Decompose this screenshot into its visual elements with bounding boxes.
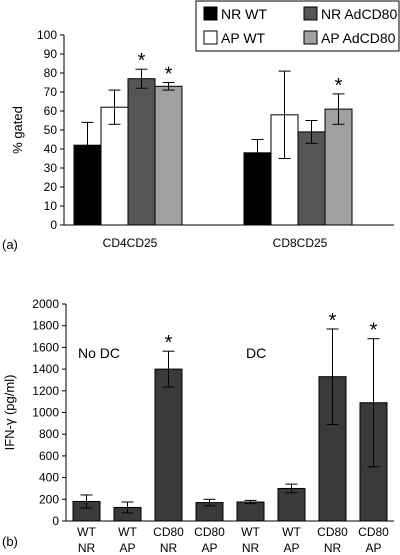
panel-a-y-tick-label: 100 bbox=[37, 28, 57, 42]
panel-a-y-tick-label: 90 bbox=[44, 47, 58, 61]
panel-b-category-label-bottom: NR bbox=[78, 541, 96, 555]
legend-box bbox=[195, 0, 400, 52]
panel-b-label: (b) bbox=[2, 534, 18, 549]
panel-b-category-label-top: WT bbox=[282, 525, 301, 539]
panel-b-y-tick-label: 1400 bbox=[32, 362, 59, 376]
panel-a-y-tick-label: 10 bbox=[44, 199, 58, 213]
panel-b-y-tick-label: 400 bbox=[39, 471, 59, 485]
legend-label: NR AdCD80 bbox=[321, 6, 397, 22]
panel-a-label: (a) bbox=[2, 237, 18, 252]
panel-b-category-label-bottom: NR bbox=[242, 541, 260, 555]
panel-a-bar bbox=[324, 108, 353, 226]
panel-a-y-tick-label: 40 bbox=[44, 142, 58, 156]
panel-b-y-tick-label: 800 bbox=[39, 427, 59, 441]
panel-b-category-label-top: CD80 bbox=[317, 525, 348, 539]
panel-b-y-axis-label: IFN-γ (pg/ml) bbox=[2, 375, 17, 451]
panel-b: 0 200 400 600 800 1000 1200 1400 1600 1800 2000 IFN… bbox=[2, 297, 394, 555]
panel-a-category-label: CD4CD25 bbox=[103, 236, 158, 250]
panel-b-category-label-top: WT bbox=[77, 525, 96, 539]
panel-a-y-axis-label: % gated bbox=[10, 106, 25, 154]
panel-b-category-label-bottom: AP bbox=[201, 541, 217, 555]
legend-label: AP WT bbox=[221, 30, 266, 46]
panel-b-category-label-bottom: AP bbox=[119, 541, 135, 555]
panel-b-y-tick-label: 2000 bbox=[32, 297, 59, 311]
panel-b-category-label-bottom: NR bbox=[160, 541, 178, 555]
panel-b-y-tick-label: 1200 bbox=[32, 384, 59, 398]
panel-b-significance-marker: * bbox=[165, 332, 173, 354]
panel-a-bar bbox=[100, 106, 129, 226]
panel-b-category-label-top: CD80 bbox=[194, 525, 225, 539]
panel-b-category-label-top: CD80 bbox=[153, 525, 184, 539]
panel-a-y-tick-label: 60 bbox=[44, 104, 58, 118]
panel-a-y-tick-label: 50 bbox=[44, 123, 58, 137]
panel-b-y-tick-label: 0 bbox=[52, 514, 59, 528]
legend-swatch bbox=[203, 30, 218, 45]
panel-b-significance-marker: * bbox=[370, 320, 378, 342]
legend-swatch bbox=[303, 30, 318, 45]
panel-a-y-tick-label: 30 bbox=[44, 161, 58, 175]
panel-a-bar bbox=[154, 85, 183, 226]
panel-b-significance-marker: * bbox=[329, 310, 337, 332]
legend-label: NR WT bbox=[221, 6, 267, 22]
panel-b-category-label-bottom: AP bbox=[365, 541, 381, 555]
panel-b-category-label-top: WT bbox=[118, 525, 137, 539]
panel-b-category-label-top: CD80 bbox=[358, 525, 389, 539]
panel-a-significance-marker: * bbox=[335, 75, 343, 97]
panel-a-y-tick-label: 20 bbox=[44, 180, 58, 194]
panel-b-category-label-top: WT bbox=[241, 525, 260, 539]
panel-a-bar bbox=[297, 131, 326, 226]
panel-a-y-tick-label: 70 bbox=[44, 85, 58, 99]
panel-b-group-label: DC bbox=[246, 345, 266, 361]
panel-b-bar bbox=[236, 501, 265, 522]
panel-b-y-tick-label: 1000 bbox=[32, 406, 59, 420]
legend-swatch bbox=[203, 6, 218, 21]
panel-b-bar bbox=[154, 368, 183, 522]
panel-a-y-tick-label: 0 bbox=[50, 218, 57, 232]
panel-b-category-label-bottom: NR bbox=[324, 541, 342, 555]
panel-b-group-label: No DC bbox=[78, 345, 120, 361]
panel-a-y-tick-label: 80 bbox=[44, 66, 58, 80]
panel-b-y-tick-label: 1800 bbox=[32, 319, 59, 333]
panel-b-y-tick-label: 200 bbox=[39, 492, 59, 506]
panel-a-significance-marker: * bbox=[138, 50, 146, 72]
panel-b-y-tick-label: 600 bbox=[39, 449, 59, 463]
panel-a-significance-marker: * bbox=[165, 64, 173, 86]
panel-b-bar bbox=[277, 487, 306, 522]
panel-a-category-label: CD8CD25 bbox=[273, 236, 328, 250]
legend-swatch bbox=[303, 6, 318, 21]
panel-a-legend: NR WT AP WT NR AdCD80 AP AdCD80 bbox=[195, 0, 400, 52]
panel-b-category-label-bottom: AP bbox=[283, 541, 299, 555]
panel-a: 0 10 20 30 40 50 60 70 80 90 100 % gated (a) CD4CD25 *… bbox=[2, 0, 400, 252]
panel-a-bar bbox=[127, 78, 156, 226]
legend-label: AP AdCD80 bbox=[321, 30, 396, 46]
panel-b-y-tick-label: 1600 bbox=[32, 340, 59, 354]
